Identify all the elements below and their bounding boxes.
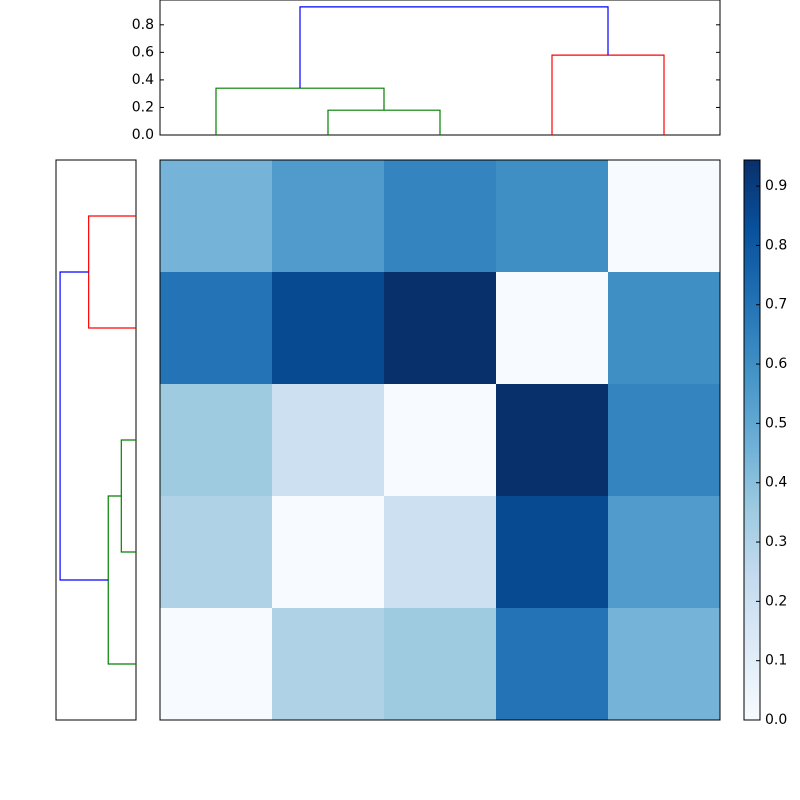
heatmap-cell (608, 608, 721, 721)
y-tick-label: 0.8 (132, 17, 154, 33)
plot-layer: 0.0 0.2 0.4 0.6 0.8 0.0 0.1 0.2 0.3 0.4 0.5 0.6 0.7 0… (55, 0, 787, 728)
heatmap-cell (608, 496, 721, 609)
heatmap-cell (272, 608, 385, 721)
heatmap-cell (496, 384, 609, 497)
dendrogram-link (551, 54, 665, 135)
heatmap-cell (496, 160, 609, 273)
dendrogram-link (88, 215, 136, 329)
dendrogram-link (59, 271, 109, 581)
colorbar-tick-label: 0.2 (765, 593, 787, 609)
heatmap-cell (608, 272, 721, 385)
colorbar (743, 159, 761, 721)
colorbar-tick-label: 0.6 (765, 356, 787, 372)
y-tick-label: 0.2 (132, 99, 154, 115)
dendrogram-link (215, 87, 385, 135)
dendrogram-link (299, 6, 609, 89)
heatmap-cell (496, 496, 609, 609)
colorbar-tick-label: 0.4 (765, 475, 787, 491)
y-tick-label: 0.6 (132, 44, 154, 60)
dendrogram-link (120, 439, 136, 553)
y-tick-label: 0.4 (132, 72, 154, 88)
heatmap-cell (384, 272, 497, 385)
colorbar-tick-label: 0.8 (765, 237, 787, 253)
heatmap-cell (496, 608, 609, 721)
heatmap-cell (272, 160, 385, 273)
colorbar-tick-label: 0.5 (765, 415, 787, 431)
heatmap-cell (160, 608, 273, 721)
heatmap-cell (384, 608, 497, 721)
heatmap-cell (160, 496, 273, 609)
heatmap-cell (608, 160, 721, 273)
colorbar-tick-label: 0.1 (765, 653, 787, 669)
heatmap-cell (384, 160, 497, 273)
dendrogram-link (107, 495, 136, 665)
heatmap-cell (608, 384, 721, 497)
heatmap-cell (384, 384, 497, 497)
heatmap-cell (272, 384, 385, 497)
axes-frame (159, 159, 721, 721)
heatmap-cell (160, 384, 273, 497)
heatmap-cell (272, 272, 385, 385)
colorbar-tick-label: 0.7 (765, 297, 787, 313)
heatmap-cell (272, 496, 385, 609)
colorbar-tick-label: 0.3 (765, 534, 787, 550)
heatmap-cell (160, 160, 273, 273)
colorbar-tick-label: 0.9 (765, 178, 787, 194)
y-tick-label: 0.0 (132, 127, 154, 143)
heatmap-cell (384, 496, 497, 609)
colorbar-tick-label: 0.0 (765, 712, 787, 728)
heatmap-cell (496, 272, 609, 385)
dendrogram-link (327, 109, 441, 135)
heatmap-cell (160, 272, 273, 385)
